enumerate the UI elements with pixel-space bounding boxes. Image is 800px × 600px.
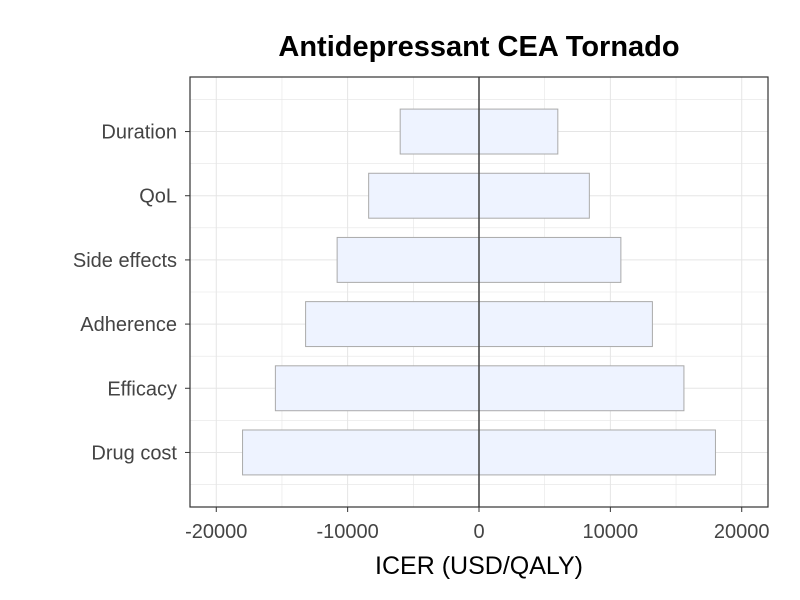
x-tick-label: -20000: [185, 521, 247, 543]
x-tick-label: 20000: [714, 521, 770, 543]
y-axis: Drug cost Efficacy Adherence Side effects Qo…: [73, 122, 190, 464]
x-tick-label: 0: [473, 521, 484, 543]
x-axis-title: ICER (USD/QALY): [375, 552, 583, 580]
chart-title: Antidepressant CEA Tornado: [278, 31, 679, 63]
y-tick-label: Duration: [101, 122, 177, 144]
y-tick-label: Drug cost: [91, 442, 177, 464]
y-tick-label: QoL: [139, 186, 177, 208]
x-tick-label: 10000: [583, 521, 639, 543]
y-tick-label: Adherence: [80, 314, 177, 336]
x-tick-label: -10000: [316, 521, 378, 543]
x-axis: -20000 -10000 0 10000 20000: [185, 507, 770, 543]
y-tick-label: Side effects: [73, 250, 177, 272]
y-tick-label: Efficacy: [107, 378, 177, 400]
